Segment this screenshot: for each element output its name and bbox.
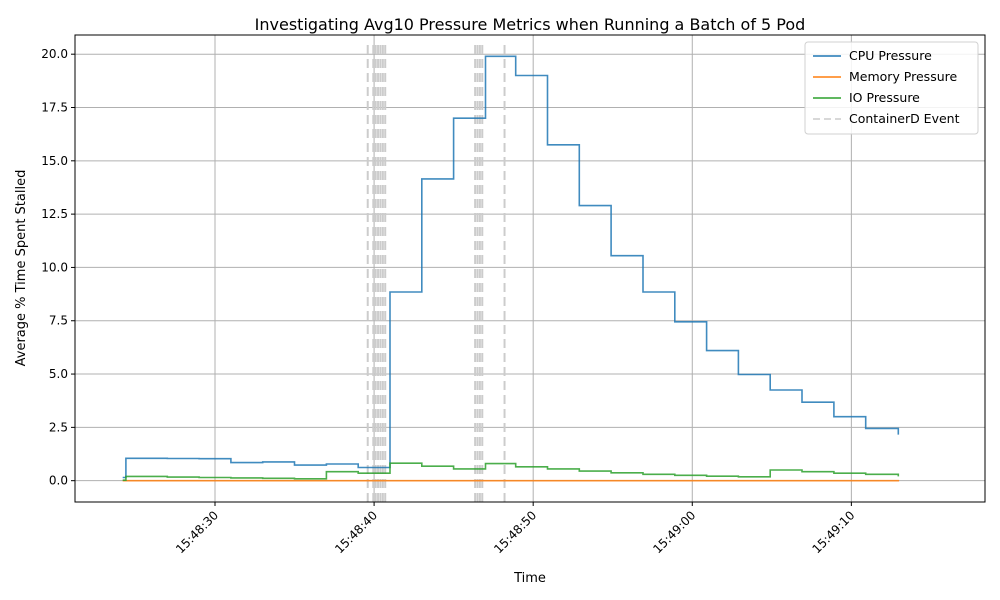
legend-label-cpu-pressure: CPU Pressure [849,48,932,63]
x-tick-label: 15:48:50 [491,508,539,556]
container-events [366,45,506,502]
y-tick-label: 20.0 [41,47,68,61]
y-axis-label: Average % Time Spent Stalled [14,170,29,367]
y-tick-label: 15.0 [41,154,68,168]
x-axis: 15:48:30 15:48:40 15:48:50 15:49:00 15:49:10 [173,502,857,556]
legend-box [804,41,979,135]
y-tick-label: 10.0 [41,260,68,274]
y-tick-label: 12.5 [41,207,68,221]
plot-frame [74,34,986,503]
x-tick-label: 15:49:00 [650,508,698,556]
legend-label-io-pressure: IO Pressure [849,90,920,105]
cpu-pressure-line [122,55,900,479]
x-tick-label: 15:48:30 [173,508,221,556]
legend-label-containerd-event: ContainerD Event [849,111,960,126]
legend-label-memory-pressure: Memory Pressure [849,69,957,84]
y-tick-label: 2.5 [49,420,68,434]
y-axis: 0.0 2.5 5.0 7.5 10.0 12.5 15.0 17.5 20.0 [41,47,75,488]
x-tick-label: 15:48:40 [332,508,380,556]
chart-title: Investigating Avg10 Pressure Metrics whe… [255,15,806,34]
y-tick-label: 7.5 [49,314,68,328]
y-tick-label: 0.0 [49,474,68,488]
series-lines [122,55,900,482]
io-pressure-line [122,462,900,481]
x-axis-label: Time [513,571,546,586]
legend: CPU Pressure Memory Pressure IO Pressure Co… [804,41,979,135]
x-tick-label: 15:49:10 [809,508,857,556]
y-tick-label: 5.0 [49,367,68,381]
y-tick-label: 17.5 [41,101,68,115]
